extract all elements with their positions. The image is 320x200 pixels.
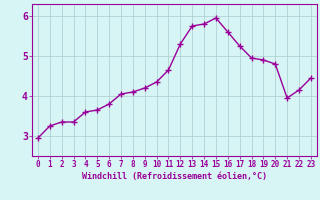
X-axis label: Windchill (Refroidissement éolien,°C): Windchill (Refroidissement éolien,°C) — [82, 172, 267, 181]
